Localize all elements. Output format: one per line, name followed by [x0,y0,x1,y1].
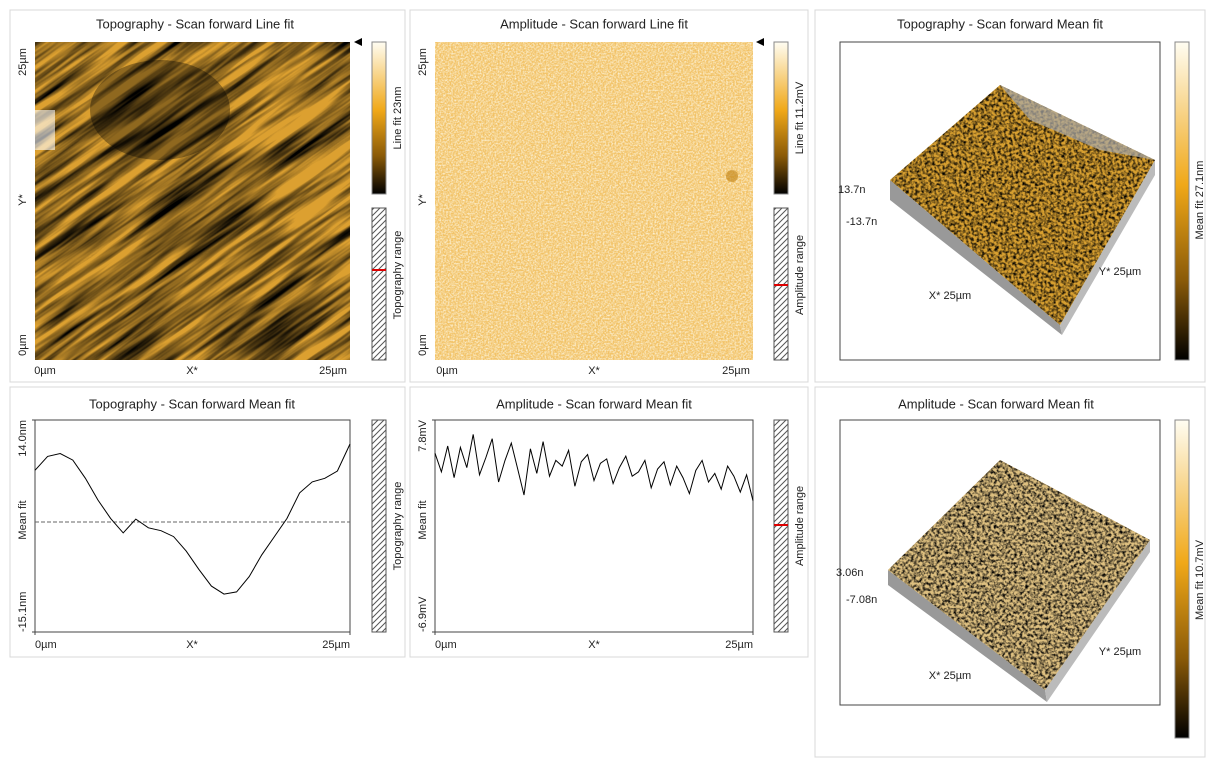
colorbar [1174,419,1190,739]
surface-side [1060,160,1155,335]
y-label: Y* 25µm [1099,646,1141,658]
range-label: Topography range [392,482,404,571]
y-label: 0µm [17,334,29,356]
x-label: 0µm [436,365,458,377]
surface-side [890,180,1062,335]
amplitude-texture [435,42,753,360]
panel-title: Amplitude - Scan forward Line fit [500,16,688,31]
x-axis-label: X* [186,639,198,651]
y-axis-label: Mean fit [17,500,29,539]
colorbar-label: Line fit 23nm [392,87,404,150]
x-label: X* [588,365,600,377]
x-tick-label: 25µm [322,639,350,651]
plot-area [434,419,754,633]
panel-title: Topography - Scan forward Line fit [96,16,294,31]
y-label: Y* [17,193,29,205]
defect [726,170,738,182]
x-label: X* 25µm [929,290,971,302]
y-tick-label: 14.0nm [17,420,29,457]
z-label: 3.06n [836,567,864,579]
marker[interactable] [354,38,362,46]
range-bar[interactable] [371,207,387,361]
plot-area [34,419,351,633]
x-label: 25µm [319,365,347,377]
y-label: 0µm [417,334,429,356]
z-label: 13.7n [838,184,866,196]
colorbar [371,41,387,195]
panel-title: Topography - Scan forward Mean fit [897,16,1103,31]
y-tick-label: 7.8mV [417,419,429,451]
panel-title: Amplitude - Scan forward Mean fit [898,396,1094,411]
y-label: 25µm [417,48,429,76]
x-label: 25µm [722,365,750,377]
y-tick-label: -6.9mV [417,596,429,632]
surface-side [888,570,1047,702]
y-tick-label: -15.1nm [17,592,29,632]
x-tick-label: 0µm [35,639,57,651]
range-bar[interactable] [371,419,387,633]
x-tick-label: 25µm [725,639,753,651]
x-label: X* 25µm [929,670,971,682]
surface-side [1045,540,1150,702]
panel-title: Topography - Scan forward Mean fit [89,396,295,411]
range-label: Amplitude range [794,235,806,315]
z-label: -13.7n [846,216,877,228]
topography-texture [35,42,350,360]
range-label: Topography range [392,231,404,320]
range-label: Amplitude range [794,486,806,566]
z-label: -7.08n [846,594,877,606]
colorbar-label: Mean fit 27.1nm [1194,161,1206,240]
y-label: Y* [417,193,429,205]
panel-title: Amplitude - Scan forward Mean fit [496,396,692,411]
y-label: 25µm [17,48,29,76]
x-axis-label: X* [588,639,600,651]
colorbar-label: Line fit 11.2mV [794,81,806,154]
x-tick-label: 0µm [435,639,457,651]
x-label: X* [186,365,198,377]
profile-line [434,434,754,501]
x-label: 0µm [34,365,56,377]
marker[interactable] [756,38,764,46]
y-label: Y* 25µm [1099,266,1141,278]
y-axis-label: Mean fit [417,500,429,539]
profile-line [34,443,351,595]
colorbar [1174,41,1190,361]
colorbar-label: Mean fit 10.7mV [1194,539,1206,620]
colorbar [773,41,789,195]
